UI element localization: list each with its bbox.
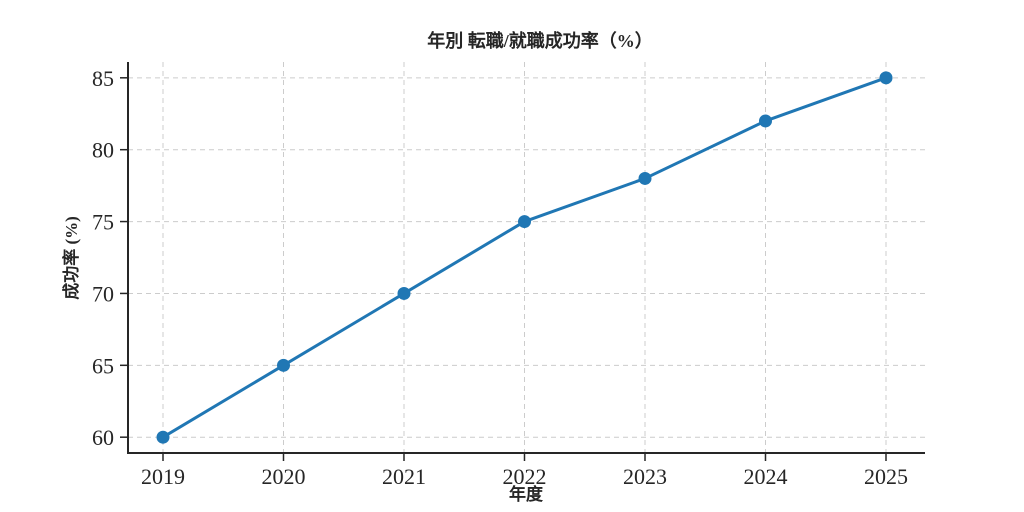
x-tick-label: 2022 <box>503 464 547 489</box>
x-tick-label: 2025 <box>864 464 908 489</box>
data-point <box>518 215 531 229</box>
data-point <box>156 430 170 444</box>
data-point <box>397 286 411 300</box>
data-point <box>277 358 290 372</box>
y-axis-label: 成功率 (%) <box>61 216 81 300</box>
data-point <box>638 171 652 185</box>
chart-title: 年別 転職/就職成功率（%） <box>427 30 653 51</box>
y-tick-label: 80 <box>92 138 114 163</box>
tick-labels: 60 65 70 75 80 85 2019 2020 2021 2022 2023 2024 2025 <box>92 66 908 489</box>
y-tick-label: 65 <box>92 353 114 378</box>
x-tick-label: 2021 <box>382 464 426 489</box>
line-series <box>156 71 893 444</box>
y-tick-label: 70 <box>92 281 114 306</box>
x-tick-label: 2024 <box>744 464 788 489</box>
x-axis-label: 年度 <box>509 484 544 504</box>
x-tick-label: 2020 <box>262 464 306 489</box>
gridlines <box>128 62 925 453</box>
tick-marks <box>120 77 887 461</box>
y-tick-label: 85 <box>92 66 114 91</box>
data-point <box>879 71 893 85</box>
axes <box>127 62 925 454</box>
data-point <box>759 114 772 128</box>
x-tick-label: 2019 <box>141 464 185 489</box>
y-tick-label: 75 <box>92 210 114 235</box>
x-tick-label: 2023 <box>623 464 667 489</box>
series-line <box>161 76 888 439</box>
y-tick-label: 60 <box>92 425 114 450</box>
